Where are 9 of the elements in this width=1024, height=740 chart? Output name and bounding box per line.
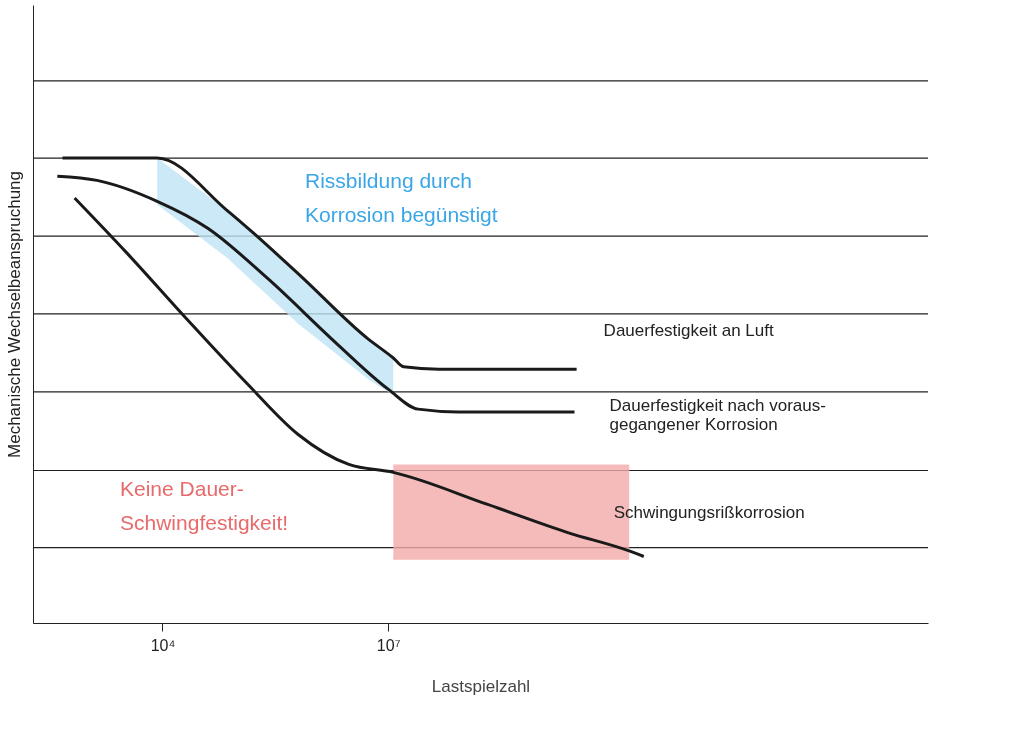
- x-axis-title: Lastspielzahl: [431, 676, 531, 696]
- annotation: Keine Dauer- Schwingfestigkeit!: [120, 477, 289, 534]
- series-label: Schwingungsrißkorrosion: [613, 502, 805, 522]
- text: Dauerfestigkeit an Luft: [603, 321, 774, 341]
- x-tick-label: 10⁴: [150, 636, 176, 654]
- annotation: Rissbildung durch Korrosion begünstigt: [305, 169, 498, 226]
- y-axis-title: Mechanische Wechselbeanspruchung: [4, 171, 24, 458]
- x-tick-label: 10⁷: [376, 636, 401, 654]
- text: Dauerfestigkeit nach voraus- gegangener Korrosion: [609, 395, 826, 434]
